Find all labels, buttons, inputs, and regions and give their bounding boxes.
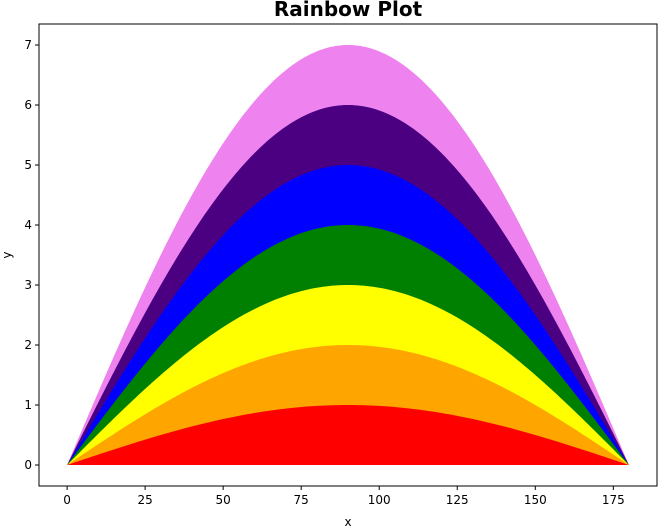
plot-frame	[38, 23, 658, 487]
x-tick-label: 75	[294, 493, 309, 507]
x-axis-label: x	[344, 515, 351, 529]
chart-title: Rainbow Plot	[274, 0, 423, 21]
x-tick-label: 175	[602, 493, 625, 507]
x-axis-ticks: 0 25 50 75 100 125 150 175	[63, 486, 625, 507]
y-tick-label: 6	[24, 98, 32, 112]
x-tick-label: 0	[63, 493, 71, 507]
x-tick-label: 125	[446, 493, 469, 507]
y-tick-label: 1	[24, 398, 32, 412]
y-tick-label: 4	[24, 218, 32, 232]
y-tick-label: 2	[24, 338, 32, 352]
series-areas	[67, 45, 629, 465]
area-series-7	[67, 405, 629, 465]
y-tick-label: 0	[24, 458, 32, 472]
x-tick-label: 25	[137, 493, 152, 507]
y-axis-ticks: 0 1 2 3 4 5 6 7	[24, 38, 39, 472]
y-tick-label: 7	[24, 38, 32, 52]
y-tick-label: 3	[24, 278, 32, 292]
x-tick-label: 150	[524, 493, 547, 507]
x-tick-label: 100	[368, 493, 391, 507]
y-axis-label: y	[0, 251, 14, 258]
y-tick-label: 5	[24, 158, 32, 172]
x-tick-label: 50	[216, 493, 231, 507]
